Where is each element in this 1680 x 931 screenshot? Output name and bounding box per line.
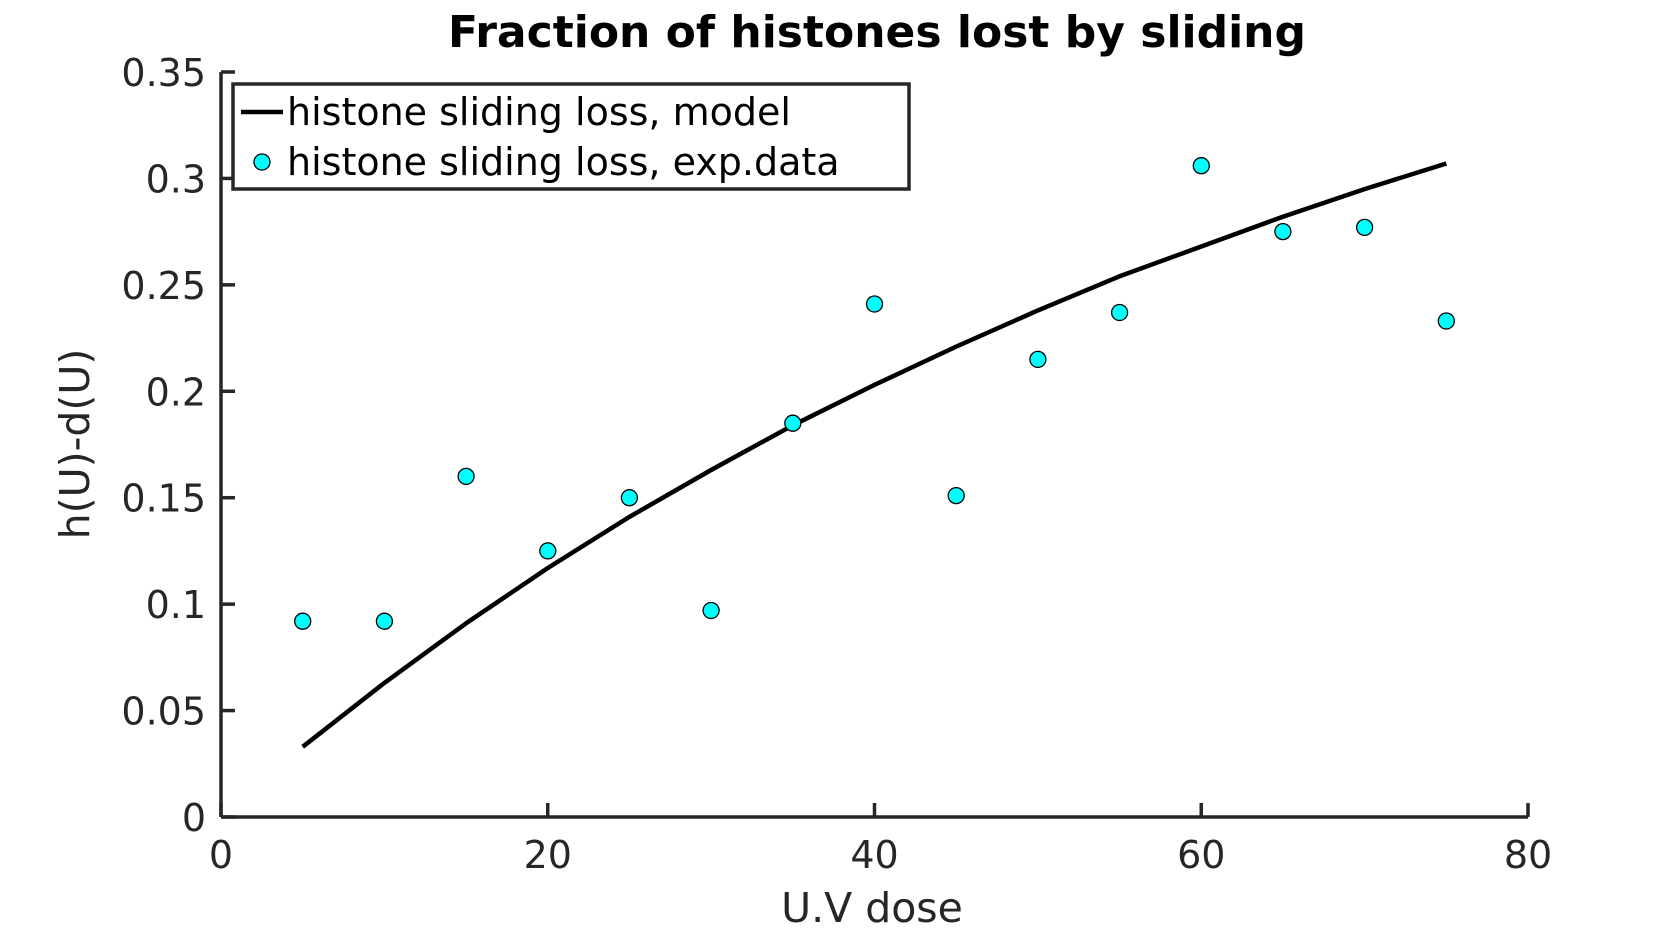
y-axis-label: h(U)-d(U) — [51, 349, 99, 540]
x-tick-label: 40 — [850, 833, 898, 877]
x-tick-label: 80 — [1504, 833, 1552, 877]
legend-entry-label: histone sliding loss, model — [287, 90, 791, 134]
y-tick-label: 0.05 — [121, 690, 206, 734]
y-tick-label: 0.35 — [121, 51, 206, 95]
chart-title: Fraction of histones lost by sliding — [448, 7, 1306, 58]
data-point — [1110, 303, 1129, 322]
data-point — [1029, 350, 1047, 369]
data-point — [1274, 222, 1292, 241]
legend: histone sliding loss, model histone slidi… — [231, 82, 911, 191]
data-point — [539, 542, 557, 560]
y-tick-label: 0 — [182, 796, 206, 840]
data-point — [947, 486, 965, 505]
data-point — [865, 295, 884, 313]
x-tick-label: 20 — [524, 833, 572, 877]
y-tick-label: 0.2 — [146, 370, 206, 414]
data-point — [620, 489, 639, 507]
y-tick-label: 0.1 — [146, 583, 206, 627]
y-tick-label: 0.15 — [121, 477, 206, 521]
legend-entry-label: histone sliding loss, exp.data — [287, 140, 840, 184]
data-point — [784, 414, 802, 432]
x-axis-label: U.V dose — [781, 884, 963, 931]
model-line — [301, 161, 1447, 749]
data-point — [1192, 157, 1210, 175]
x-tick-label: 0 — [209, 833, 233, 877]
data-point — [1355, 218, 1374, 237]
data-point — [375, 612, 394, 630]
data-point — [1437, 312, 1455, 330]
data-point — [457, 467, 475, 486]
legend-box — [231, 82, 911, 191]
legend-marker-swatch — [253, 153, 271, 171]
data-point — [294, 612, 312, 630]
y-tick-label: 0.25 — [121, 264, 206, 308]
plot-area: 0 20 40 60 80 0 0.05 0.1 0.15 0.2 0.25 0.3 0.35 — [121, 51, 1552, 877]
data-point — [702, 601, 720, 620]
x-tick-label: 60 — [1177, 833, 1225, 877]
y-tick-label: 0.3 — [146, 157, 206, 201]
